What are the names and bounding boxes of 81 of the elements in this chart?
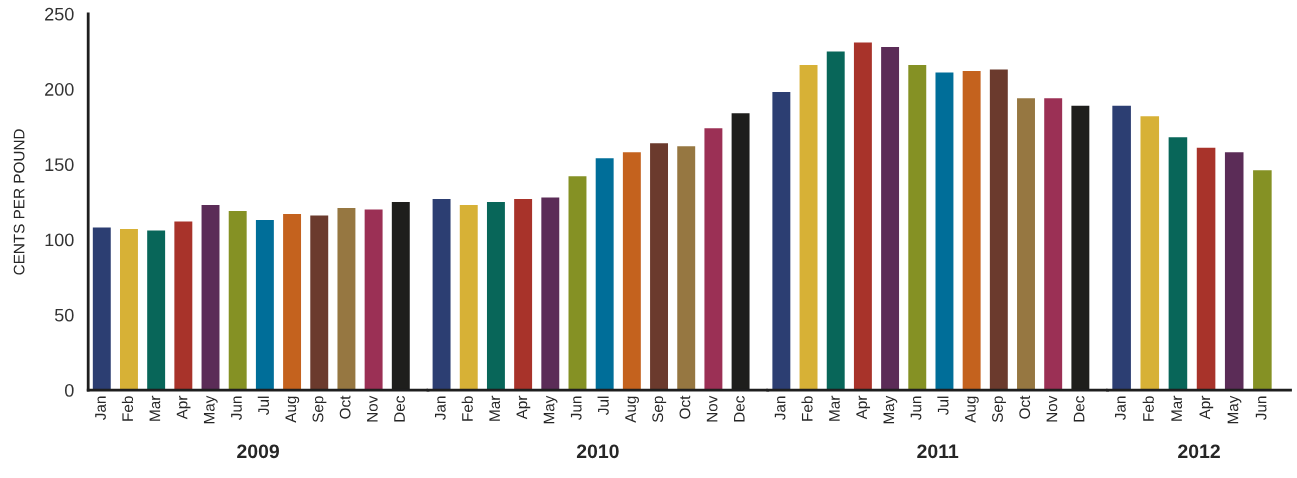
- y-tick-label: 50: [54, 308, 74, 322]
- bar: [853, 42, 872, 391]
- bar: [514, 198, 533, 391]
- bar: [622, 152, 641, 391]
- bar: [432, 198, 451, 391]
- x-tick-label: Nov: [706, 395, 718, 422]
- x-tick-label: Jul: [597, 396, 609, 415]
- x-tick-label: Apr: [856, 395, 871, 420]
- bar: [1112, 105, 1131, 391]
- y-tick-label: 250: [45, 7, 74, 21]
- y-tick-label: 100: [45, 233, 74, 247]
- bar: [650, 143, 669, 391]
- x-tick-label: Aug: [285, 396, 300, 423]
- x-tick-label: Jun: [1255, 396, 1267, 420]
- bar: [459, 204, 478, 391]
- x-axis-title: 2012: [1178, 444, 1220, 459]
- x-tick-label: Nov: [1046, 395, 1058, 422]
- bar: [677, 146, 696, 391]
- y-tick-label: 0: [64, 383, 74, 397]
- x-tick-label: Jan: [774, 396, 786, 420]
- x-tick-label: Feb: [1142, 396, 1154, 421]
- x-tick-label: Jan: [95, 396, 106, 420]
- bar: [1140, 116, 1160, 391]
- x-tick-label: Apr: [1199, 395, 1214, 420]
- x-tick-label: May: [1227, 395, 1242, 424]
- x-tick-label: May: [883, 395, 898, 424]
- bar: [486, 201, 505, 391]
- x-tick-label: Jun: [570, 396, 582, 420]
- bar: [908, 65, 927, 391]
- bar: [962, 71, 981, 391]
- x-tick-label: Mar: [1171, 395, 1183, 421]
- x-tick-label: Jun: [231, 396, 242, 420]
- x-tick-label: Mar: [489, 395, 501, 421]
- x-tick-label: May: [203, 395, 218, 424]
- x-tick-label: Jan: [435, 396, 446, 420]
- x-tick-label: Mar: [829, 395, 840, 421]
- x-tick-label: Oct: [1019, 395, 1031, 419]
- bar: [1044, 98, 1063, 391]
- x-tick-label: Jun: [910, 396, 922, 420]
- x-tick-label: Feb: [461, 396, 473, 421]
- bar: [1168, 137, 1188, 391]
- x-axis-title: 2009: [237, 444, 279, 459]
- bar: [772, 92, 791, 391]
- bar: [595, 158, 614, 391]
- x-tick-label: Aug: [625, 396, 639, 423]
- bar: [989, 69, 1008, 391]
- x-tick-label: Jul: [257, 396, 269, 415]
- x-tick-label: Apr: [516, 395, 531, 420]
- bar: [1196, 147, 1216, 391]
- x-tick-label: Jul: [937, 396, 949, 415]
- x-tick-label: Mar: [149, 395, 161, 421]
- x-tick-label: Sep: [652, 396, 667, 423]
- x-tick-label: Aug: [965, 396, 979, 423]
- x-tick-label: Oct: [339, 395, 351, 419]
- x-tick-label: Jan: [1115, 396, 1126, 420]
- x-tick-label: Dec: [1073, 396, 1085, 422]
- y-tick-label: 150: [45, 158, 74, 172]
- bar: [935, 72, 954, 391]
- x-tick-label: Oct: [679, 395, 691, 419]
- y-axis-title: CENTS PER POUND: [13, 129, 25, 275]
- bar: [881, 46, 900, 391]
- x-tick-label: Sep: [992, 396, 1006, 423]
- x-tick-label: Dec: [734, 396, 745, 422]
- bar: [704, 128, 723, 391]
- x-tick-label: Nov: [367, 395, 378, 422]
- y-tick-label: 200: [45, 83, 74, 96]
- bar: [826, 51, 845, 391]
- bar: [568, 176, 587, 391]
- bar: [1017, 98, 1035, 391]
- x-axis-title: 2011: [917, 444, 959, 459]
- bar: [1224, 152, 1244, 391]
- x-axis-title: 2010: [576, 444, 619, 459]
- x-tick-label: May: [543, 395, 558, 424]
- bar: [1253, 170, 1272, 391]
- x-tick-label: Sep: [312, 396, 327, 423]
- x-tick-label: Feb: [121, 396, 134, 421]
- x-tick-label: Feb: [801, 396, 813, 421]
- bar: [799, 65, 818, 391]
- bar: [541, 197, 560, 391]
- x-tick-label: Apr: [176, 395, 191, 420]
- x-tick-label: Dec: [394, 396, 405, 422]
